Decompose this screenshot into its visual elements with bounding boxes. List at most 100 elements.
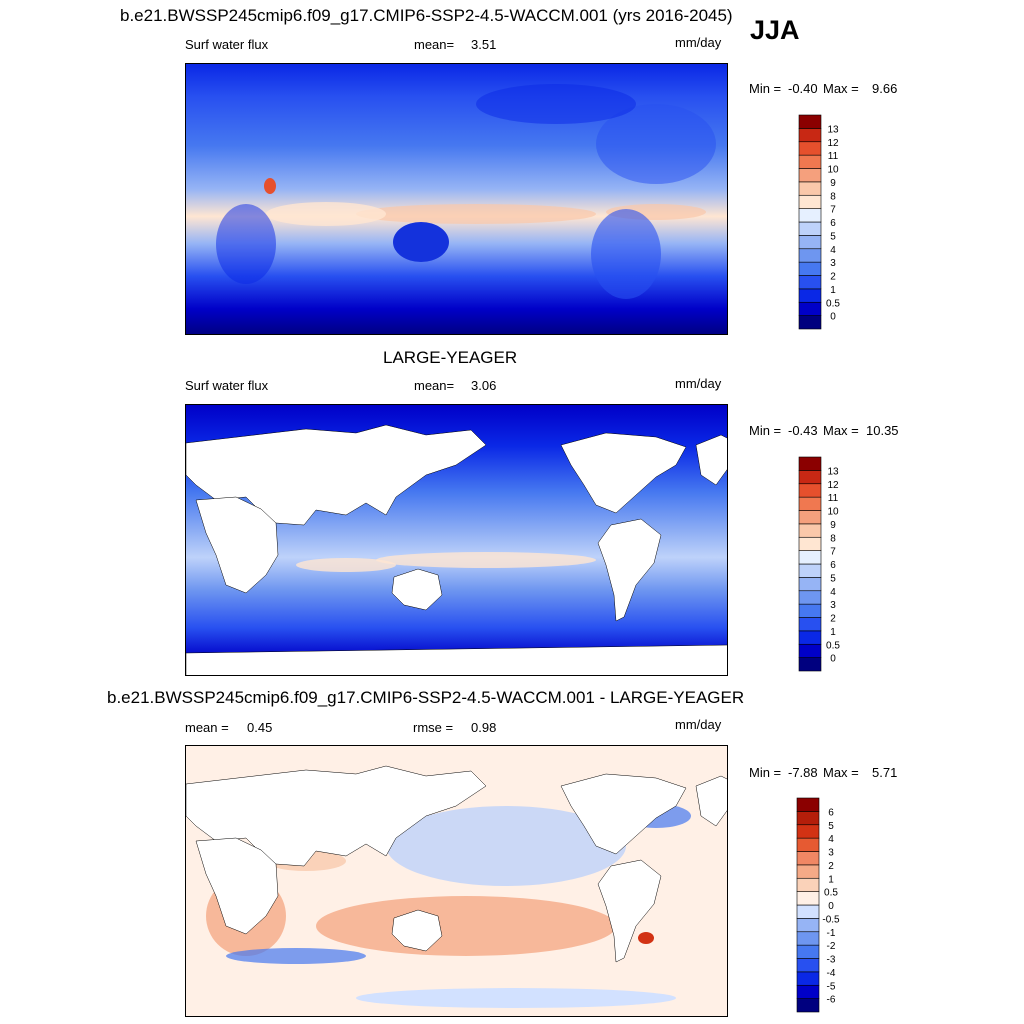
panel3-mean-value: 0.45 [247,720,273,735]
colorbar-swatch [796,864,820,879]
colorbar-swatch [796,851,820,866]
colorbar-swatch [798,550,822,565]
colorbar-tick-label: 10 [827,507,839,518]
colorbar-tick-label: -0.5 [822,914,840,925]
colorbar-tick-label: 12 [827,480,839,491]
panel2-max-label: Max = [823,423,859,438]
colorbar-tick-label: 0.5 [826,640,840,651]
colorbar-swatch [798,470,822,485]
panel2-variable: Surf water flux [185,378,269,393]
panel2-colorbar: 0 0.5 1 2 3 4 5 6 7 8 9 10 11 12 13 [798,456,859,672]
colorbar-swatch [798,496,822,511]
colorbar-tick-label: 0.5 [824,888,838,899]
panel1-min-value: -0.40 [788,81,818,96]
panel2-title: LARGE-YEAGER [383,348,518,367]
colorbar-swatch [798,536,822,551]
colorbar-swatch [798,523,822,538]
panel1-colorbar: 0 0.5 1 2 3 4 5 6 7 8 9 10 11 12 13 [798,114,859,330]
panel3-rmse-value: 0.98 [471,720,497,735]
colorbar-tick-label: 11 [828,151,839,162]
panel1-map [185,63,728,335]
colorbar-tick-label: 1 [830,627,836,638]
panel3-min-label: Min = [749,765,782,780]
colorbar-tick-label: 13 [827,466,839,477]
panel2-map-svg [186,405,727,675]
colorbar-tick-label: 3 [830,600,836,611]
panel1-title: b.e21.BWSSP245cmip6.f09_g17.CMIP6-SSP2-4… [120,6,733,25]
colorbar-swatch [798,590,822,605]
colorbar-swatch [796,824,820,839]
colorbar-tick-label: -1 [827,928,836,939]
panel3-map-svg [186,746,727,1016]
colorbar-swatch [798,630,822,645]
panel3-mean-label: mean = [185,720,229,735]
colorbar-swatch [798,643,822,658]
colorbar-swatch [798,301,822,316]
colorbar-swatch [796,918,820,933]
panel3-rmse-label: rmse = [413,720,454,735]
colorbar-swatch [798,128,822,143]
colorbar-swatch [796,811,820,826]
colorbar-tick-label: -2 [827,941,836,952]
colorbar-swatch [796,944,820,959]
colorbar-tick-label: 6 [830,218,836,229]
colorbar-swatch [798,208,822,223]
colorbar-swatch [798,221,822,236]
panel1-min-label: Min = [749,81,782,96]
panel1-mean-label: mean= [414,37,455,52]
panel3-max-value: 5.71 [872,765,898,780]
colorbar-swatch [796,931,820,946]
colorbar-tick-label: 9 [830,520,836,531]
colorbar-tick-label: -3 [827,955,836,966]
colorbar-swatch [798,510,822,525]
colorbar-tick-label: -4 [827,968,836,979]
colorbar-tick-label: 7 [830,547,836,558]
colorbar-tick-label: 2 [828,861,834,872]
colorbar-tick-label: 13 [827,124,839,135]
colorbar-tick-label: 3 [828,848,834,859]
colorbar-swatch [798,577,822,592]
colorbar-swatch [798,275,822,290]
panel2-min-value: -0.43 [788,423,818,438]
colorbar-tick-label: 4 [830,587,836,598]
panel1-variable: Surf water flux [185,37,269,52]
panel3-units: mm/day [675,717,722,732]
colorbar-tick-label: 6 [828,807,834,818]
panel3-title: b.e21.BWSSP245cmip6.f09_g17.CMIP6-SSP2-4… [107,688,745,707]
colorbar-swatch [798,563,822,578]
colorbar-tick-label: 3 [830,258,836,269]
colorbar-swatch [798,141,822,156]
colorbar-swatch [798,235,822,250]
colorbar-tick-label: 2 [830,614,836,625]
colorbar-swatch [798,288,822,303]
colorbar-tick-label: 0.5 [826,298,840,309]
colorbar-tick-label: 7 [830,205,836,216]
panel2-max-value: 10.35 [866,423,899,438]
colorbar-tick-label: 1 [828,874,834,885]
panel1-max-label: Max = [823,81,859,96]
panel2-map [185,404,728,676]
colorbar-swatch [798,248,822,263]
colorbar-swatch [798,181,822,196]
colorbar-swatch [796,958,820,973]
colorbar-swatch [798,483,822,498]
colorbar-swatch [796,984,820,999]
panel3-land [186,765,727,963]
panel3-colorbar: -6 -5 -4 -3 -2 -1 -0.5 0 0.5 1 2 3 4 5 6 [796,797,857,1013]
panel1-max-value: 9.66 [872,81,898,96]
panel2-units: mm/day [675,376,722,391]
colorbar-tick-label: 4 [830,245,836,256]
panel3-max-label: Max = [823,765,859,780]
colorbar-tick-label: 8 [830,533,836,544]
colorbar-tick-label: -5 [827,981,836,992]
panel2-mean-value: 3.06 [471,378,497,393]
panel2-mean-label: mean= [414,378,455,393]
panel3-map [185,745,728,1017]
colorbar-tick-label: 2 [830,272,836,283]
colorbar-tick-label: 12 [827,138,839,149]
colorbar-swatch [798,168,822,183]
colorbar-tick-label: 4 [828,834,834,845]
colorbar-tick-label: 0 [830,654,836,665]
colorbar-tick-label: -6 [827,995,836,1006]
colorbar-swatch [796,891,820,906]
